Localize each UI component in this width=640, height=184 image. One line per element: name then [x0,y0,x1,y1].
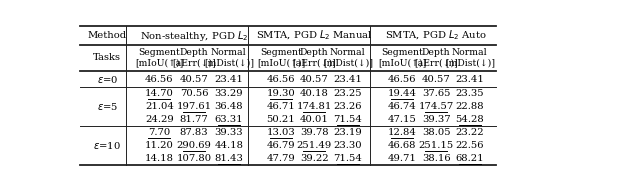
Text: 39.37: 39.37 [422,115,451,124]
Text: 54.28: 54.28 [456,115,484,124]
Text: 39.33: 39.33 [214,128,243,137]
Text: 71.54: 71.54 [333,154,362,163]
Text: 46.56: 46.56 [145,75,173,84]
Text: 46.56: 46.56 [267,75,295,84]
Text: 33.29: 33.29 [214,89,243,98]
Text: 38.05: 38.05 [422,128,451,137]
Text: 40.01: 40.01 [300,115,328,124]
Text: 63.31: 63.31 [214,115,243,124]
Text: Depth
[aErr(↓)]: Depth [aErr(↓)] [172,48,216,68]
Text: 23.41: 23.41 [333,75,362,84]
Text: 22.88: 22.88 [456,102,484,111]
Text: 23.41: 23.41 [456,75,484,84]
Text: 46.74: 46.74 [388,102,417,111]
Text: Depth
[aErr(↓)]: Depth [aErr(↓)] [292,48,336,68]
Text: 46.79: 46.79 [267,141,295,150]
Text: 290.69: 290.69 [177,141,211,150]
Text: 251.15: 251.15 [419,141,454,150]
Text: 23.30: 23.30 [333,141,362,150]
Text: 70.56: 70.56 [180,89,209,98]
Text: 197.61: 197.61 [177,102,212,111]
Text: 46.68: 46.68 [388,141,417,150]
Text: Segment
[mIoU(↑)]: Segment [mIoU(↑)] [257,48,305,68]
Text: 38.16: 38.16 [422,154,451,163]
Text: 24.29: 24.29 [145,115,173,124]
Text: Segment
[mIoU(↑)]: Segment [mIoU(↑)] [378,48,426,68]
Text: 40.57: 40.57 [180,75,209,84]
Text: $\epsilon$=10: $\epsilon$=10 [93,140,121,151]
Text: 107.80: 107.80 [177,154,212,163]
Text: Normal
[mDist(↓)]: Normal [mDist(↓)] [204,48,254,68]
Text: SMTA, PGD $L_2$ Manual: SMTA, PGD $L_2$ Manual [256,29,372,42]
Text: 14.70: 14.70 [145,89,174,98]
Text: 23.25: 23.25 [333,89,362,98]
Text: Normal
[mDist(↓)]: Normal [mDist(↓)] [445,48,495,68]
Text: 40.18: 40.18 [300,89,328,98]
Text: 14.18: 14.18 [145,154,174,163]
Text: 19.44: 19.44 [388,89,417,98]
Text: 174.57: 174.57 [419,102,454,111]
Text: Segment
[mIoU(↑)]: Segment [mIoU(↑)] [135,48,184,68]
Text: 11.20: 11.20 [145,141,174,150]
Text: 46.71: 46.71 [266,102,295,111]
Text: Normal
[mDist(↓)]: Normal [mDist(↓)] [323,48,373,68]
Text: $\epsilon$=0: $\epsilon$=0 [97,74,118,85]
Text: 46.56: 46.56 [388,75,417,84]
Text: 44.18: 44.18 [214,141,243,150]
Text: 39.22: 39.22 [300,154,328,163]
Text: SMTA, PGD $L_2$ Auto: SMTA, PGD $L_2$ Auto [385,29,487,42]
Text: Depth
[aErr(↓)]: Depth [aErr(↓)] [414,48,458,68]
Text: 71.54: 71.54 [333,115,362,124]
Text: 87.83: 87.83 [180,128,209,137]
Text: 174.81: 174.81 [296,102,332,111]
Text: 37.65: 37.65 [422,89,451,98]
Text: Non-stealthy, PGD $L_2$: Non-stealthy, PGD $L_2$ [140,29,248,43]
Text: 47.79: 47.79 [266,154,295,163]
Text: 23.22: 23.22 [456,128,484,137]
Text: 21.04: 21.04 [145,102,174,111]
Text: 19.30: 19.30 [266,89,295,98]
Text: 81.43: 81.43 [214,154,243,163]
Text: 68.21: 68.21 [456,154,484,163]
Text: 23.41: 23.41 [214,75,243,84]
Text: 23.19: 23.19 [333,128,362,137]
Text: 50.21: 50.21 [266,115,295,124]
Text: 23.35: 23.35 [456,89,484,98]
Text: 22.56: 22.56 [456,141,484,150]
Text: $\epsilon$=5: $\epsilon$=5 [97,101,118,112]
Text: 7.70: 7.70 [148,128,170,137]
Text: 12.84: 12.84 [388,128,417,137]
Text: 39.78: 39.78 [300,128,328,137]
Text: Method: Method [88,31,127,40]
Text: 251.49: 251.49 [296,141,332,150]
Text: 13.03: 13.03 [266,128,295,137]
Text: Tasks: Tasks [93,53,122,62]
Text: 36.48: 36.48 [214,102,243,111]
Text: 40.57: 40.57 [300,75,328,84]
Text: 81.77: 81.77 [180,115,209,124]
Text: 49.71: 49.71 [388,154,417,163]
Text: 40.57: 40.57 [422,75,451,84]
Text: 23.26: 23.26 [333,102,362,111]
Text: 47.15: 47.15 [388,115,417,124]
